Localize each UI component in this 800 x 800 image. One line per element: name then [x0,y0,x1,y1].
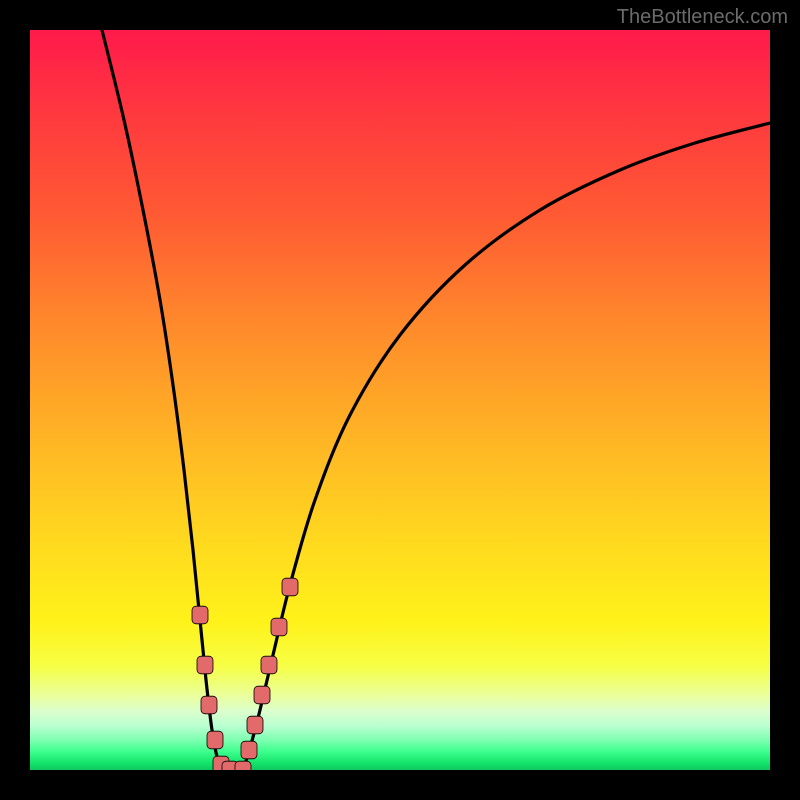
marker-dot [261,656,277,674]
marker-dot [192,606,208,624]
marker-dot [197,656,213,674]
marker-dot [241,741,257,759]
marker-dot [201,696,217,714]
marker-dot [235,761,251,770]
marker-dot [247,716,263,734]
marker-dot [282,578,298,596]
marker-dot [271,618,287,636]
watermark-text: TheBottleneck.com [617,6,788,29]
chart-svg [30,30,770,770]
marker-dot [207,731,223,749]
plot-area [30,30,770,770]
chart-root: { "watermark": { "text": "TheBottleneck.… [0,0,800,800]
marker-dot [254,686,270,704]
gradient-background [30,30,770,770]
